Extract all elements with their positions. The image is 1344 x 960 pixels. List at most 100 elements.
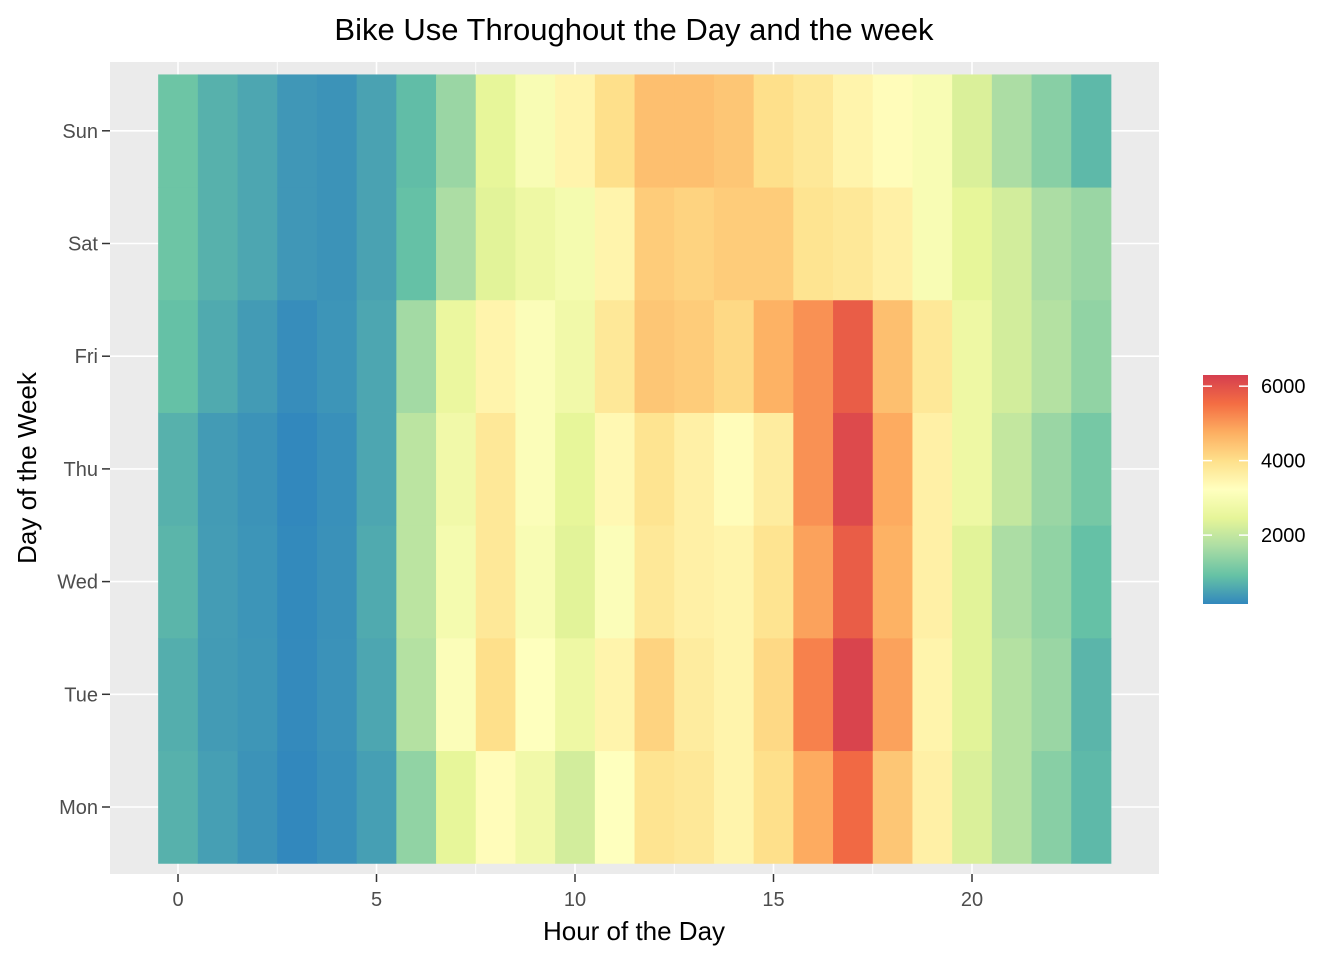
heatmap-tile xyxy=(833,299,874,413)
heatmap-tile xyxy=(793,750,834,864)
heatmap-tile xyxy=(912,299,953,413)
heatmap-tile xyxy=(515,299,556,413)
heatmap-tile xyxy=(475,525,516,639)
heatmap-tile xyxy=(753,187,794,301)
y-tick-label: Mon xyxy=(59,797,98,819)
y-tick-label: Sun xyxy=(62,121,98,143)
heatmap-tile xyxy=(713,637,755,752)
heatmap-tile xyxy=(952,525,993,639)
heatmap-tile xyxy=(1071,412,1112,526)
heatmap-tile xyxy=(952,299,993,413)
heatmap-tile xyxy=(197,412,238,526)
heatmap-tile xyxy=(237,299,278,413)
heatmap-tile xyxy=(316,637,358,752)
heatmap-tile xyxy=(753,74,794,188)
heatmap-tile xyxy=(436,637,477,752)
heatmap-tile xyxy=(356,187,397,301)
heatmap-tile xyxy=(1031,187,1072,301)
heatmap-tile xyxy=(912,412,953,526)
heatmap-tile xyxy=(674,74,715,188)
heatmap-tile xyxy=(158,299,199,413)
heatmap-tile xyxy=(396,412,437,526)
heatmap-tile xyxy=(436,299,477,413)
heatmap-tile xyxy=(594,525,635,639)
heatmap-tile xyxy=(991,299,1032,413)
heatmap-tile xyxy=(396,750,437,864)
heatmap-tile xyxy=(594,187,635,301)
color-legend: 2000 4000 6000 xyxy=(1203,375,1306,604)
heatmap-tile xyxy=(753,525,794,639)
heatmap-tile xyxy=(555,750,596,864)
y-axis: Mon Tue Wed Thu Fri Sat Sun xyxy=(57,121,110,819)
heatmap-tile xyxy=(713,750,755,864)
heatmap-tile xyxy=(833,412,874,526)
x-tick-label: 10 xyxy=(564,889,586,911)
heatmap-tile xyxy=(833,637,874,752)
heatmap-tile xyxy=(316,412,358,526)
heatmap-tile xyxy=(713,74,755,188)
heatmap-tile xyxy=(912,74,953,188)
heatmap-tile xyxy=(158,74,199,188)
heatmap-tile xyxy=(872,299,913,413)
heatmap-tile xyxy=(197,637,238,752)
heatmap-tile xyxy=(237,637,278,752)
heatmap-tile xyxy=(952,750,993,864)
heatmap-tile xyxy=(1071,750,1112,864)
heatmap-tile xyxy=(277,412,318,526)
heatmap-tile xyxy=(515,637,556,752)
heatmap-tile xyxy=(872,637,913,752)
heatmap-tile xyxy=(277,299,318,413)
heatmap-tile xyxy=(555,637,596,752)
heatmap-tile xyxy=(237,74,278,188)
heatmap-tile xyxy=(833,525,874,639)
heatmap-tile xyxy=(991,412,1032,526)
heatmap-tile xyxy=(316,525,358,639)
heatmap-tile xyxy=(555,299,596,413)
heatmap-tile xyxy=(356,412,397,526)
heatmap-tile xyxy=(197,74,238,188)
heatmap-tile xyxy=(674,525,715,639)
y-tick-label: Wed xyxy=(57,572,98,594)
heatmap-tile xyxy=(634,299,675,413)
heatmap-tile xyxy=(555,74,596,188)
heatmap-tile xyxy=(158,525,199,639)
heatmap-tile xyxy=(1031,525,1072,639)
heatmap-tile xyxy=(1071,637,1112,752)
heatmap-tile xyxy=(436,525,477,639)
heatmap-tile xyxy=(912,187,953,301)
heatmap-tile xyxy=(872,74,913,188)
heatmap-tile xyxy=(515,187,556,301)
heatmap-tile xyxy=(237,525,278,639)
heatmap-tile xyxy=(991,637,1032,752)
heatmap-tile xyxy=(515,750,556,864)
heatmap-tile xyxy=(793,412,834,526)
heatmap-tiles xyxy=(158,74,1112,864)
heatmap-tile xyxy=(436,750,477,864)
heatmap-tile xyxy=(396,525,437,639)
heatmap-tile xyxy=(197,525,238,639)
heatmap-tile xyxy=(356,299,397,413)
heatmap-tile xyxy=(1071,299,1112,413)
x-axis: 0 5 10 15 20 xyxy=(172,874,983,911)
heatmap-tile xyxy=(356,637,397,752)
heatmap-tile xyxy=(793,299,834,413)
heatmap-tile xyxy=(634,412,675,526)
heatmap-tile xyxy=(356,74,397,188)
heatmap-tile xyxy=(356,525,397,639)
heatmap-tile xyxy=(158,187,199,301)
y-tick-label: Sat xyxy=(68,234,98,256)
heatmap-tile xyxy=(872,750,913,864)
heatmap-tile xyxy=(396,637,437,752)
y-tick-label: Tue xyxy=(64,684,98,706)
heatmap-tile xyxy=(316,74,358,188)
heatmap-tile xyxy=(952,187,993,301)
heatmap-tile xyxy=(1031,412,1072,526)
heatmap-tile xyxy=(475,637,516,752)
heatmap-tile xyxy=(515,525,556,639)
heatmap-tile xyxy=(634,525,675,639)
heatmap-tile xyxy=(555,525,596,639)
legend-ticks: 2000 4000 6000 xyxy=(1203,376,1306,547)
y-tick-label: Fri xyxy=(75,346,98,368)
heatmap-tile xyxy=(793,637,834,752)
